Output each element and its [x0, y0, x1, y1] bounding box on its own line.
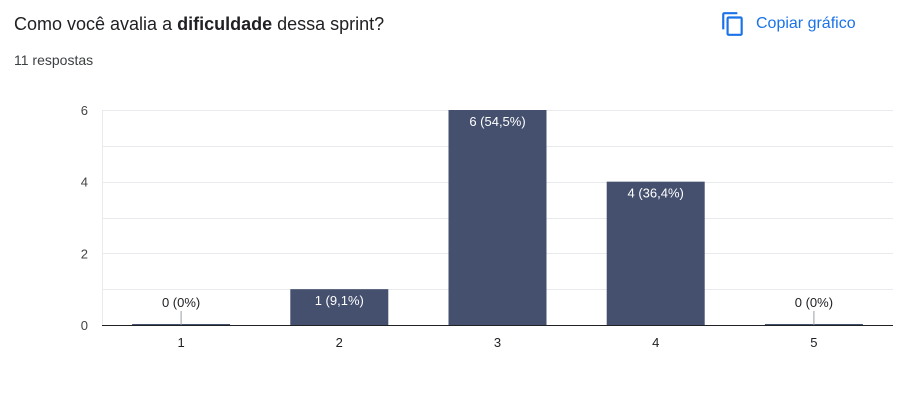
question-title-emphasis: dificuldade: [177, 14, 273, 34]
x-tick-label: 3: [494, 335, 501, 350]
x-tick-label: 2: [336, 335, 343, 350]
responses-count: 11 respostas: [14, 52, 94, 68]
data-label: 4 (36,4%): [628, 186, 684, 201]
y-tick-label: 0: [81, 318, 88, 333]
y-tick-label: 2: [81, 246, 88, 261]
bar: [606, 181, 705, 325]
question-title: Como você avalia a dificuldade dessa spr…: [14, 14, 384, 35]
question-title-prefix: Como você avalia a: [14, 14, 178, 34]
data-label: 0 (0%): [162, 295, 200, 310]
x-tick-label: 4: [652, 335, 659, 350]
x-tick-label: 1: [177, 335, 184, 350]
y-tick-label: 4: [81, 175, 88, 190]
bar: [448, 110, 547, 325]
copy-chart-button[interactable]: Copiar gráfico: [720, 9, 856, 39]
question-title-suffix: dessa sprint?: [272, 14, 385, 34]
y-tick-label: 6: [81, 103, 88, 118]
data-label: 0 (0%): [795, 295, 833, 310]
x-tick-label: 5: [810, 335, 817, 350]
data-label: 6 (54,5%): [469, 114, 525, 129]
data-label: 1 (9,1%): [315, 293, 364, 308]
copy-button-label: Copiar gráfico: [756, 15, 856, 32]
bar: [290, 289, 389, 325]
copy-icon: [720, 11, 746, 37]
